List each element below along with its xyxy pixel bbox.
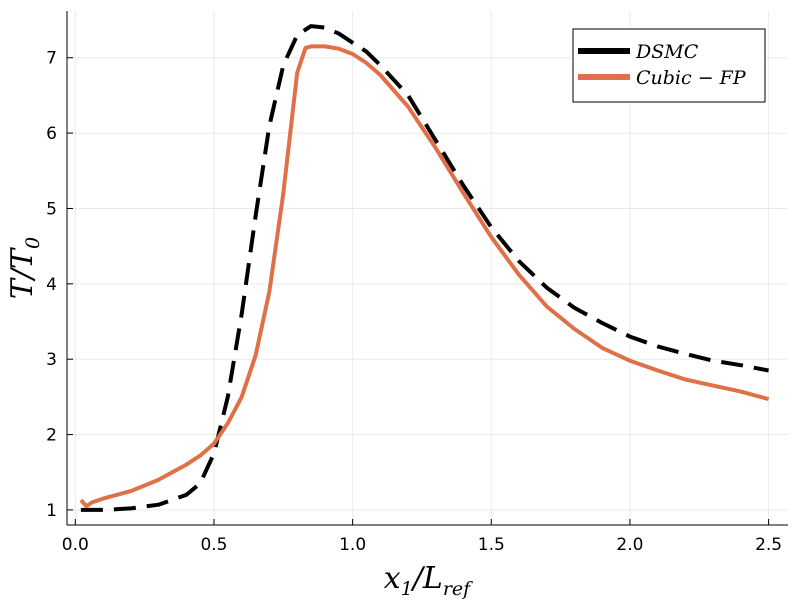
x-axis-title-sub2: ref xyxy=(443,578,473,600)
x-axis-title-mid: /L xyxy=(410,561,443,596)
x-axis-title-sub: 1 xyxy=(401,578,413,600)
x-tick-label: 1.5 xyxy=(478,535,505,555)
x-ticks: 0.0 0.5 1.0 1.5 2.0 2.5 xyxy=(62,519,782,555)
y-tick-label: 4 xyxy=(46,275,57,295)
y-tick-label: 5 xyxy=(46,199,57,219)
x-tick-label: 2.0 xyxy=(616,535,643,555)
y-axis-title: T/T0 xyxy=(5,237,44,299)
y-tick-label: 6 xyxy=(46,124,57,144)
series-layer xyxy=(79,24,770,512)
y-axis-title-main: T/T xyxy=(5,247,40,299)
x-tick-label: 0.5 xyxy=(200,535,227,555)
x-axis-title: x1/Lref xyxy=(384,561,473,600)
y-tick-label: 1 xyxy=(46,501,57,521)
x-axis-title-main: x xyxy=(384,561,401,596)
axes xyxy=(66,11,788,526)
legend: DSMC Cubic − FP xyxy=(572,28,766,103)
x-tick-label: 2.5 xyxy=(755,535,782,555)
legend-label-dsmc: DSMC xyxy=(635,41,699,63)
series-line-cubic-fp xyxy=(79,44,770,509)
legend-label-cubic-fp: Cubic − FP xyxy=(636,67,747,89)
y-tick-label: 2 xyxy=(46,426,57,446)
y-axis-title-sub: 0 xyxy=(22,237,44,249)
x-tick-label: 0.0 xyxy=(62,535,89,555)
y-tick-label: 7 xyxy=(46,49,57,69)
y-ticks: 1 2 3 4 5 6 7 xyxy=(46,49,73,521)
series-line-dsmc xyxy=(80,24,769,512)
x-tick-label: 1.0 xyxy=(339,535,366,555)
y-tick-label: 3 xyxy=(46,350,57,370)
legend-box xyxy=(572,28,766,103)
